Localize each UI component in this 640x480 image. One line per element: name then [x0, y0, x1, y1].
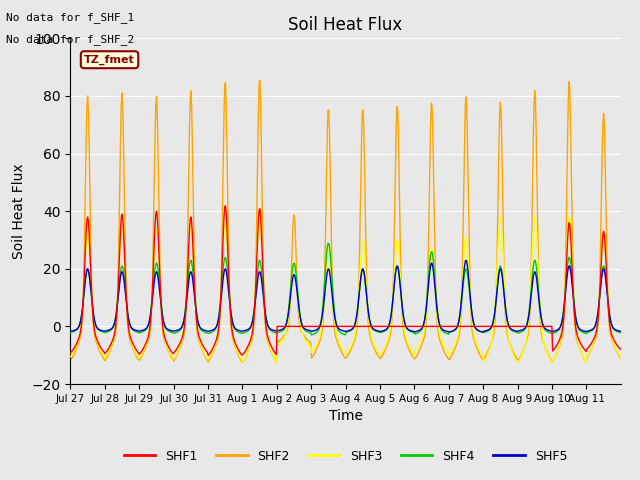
SHF1 [204, 353, 212, 359]
Text: No data for f_SHF_1: No data for f_SHF_1 [6, 12, 134, 23]
SHF5 [403, 324, 410, 330]
Line: SHF2: SHF2 [70, 80, 621, 362]
SHF1 [234, 346, 241, 351]
SHF5 [67, 328, 74, 334]
SHF3 [433, 313, 441, 319]
SHF5 [280, 325, 288, 331]
SHF3 [232, 345, 240, 351]
X-axis label: Time: Time [328, 409, 363, 423]
SHF1 [404, 324, 412, 329]
SHF4 [325, 240, 333, 246]
SHF1 [617, 347, 625, 352]
SHF1 [261, 310, 269, 316]
SHF4 [232, 328, 240, 334]
SHF5 [232, 326, 240, 332]
SHF3 [565, 214, 573, 220]
SHF1 [67, 350, 74, 356]
Line: SHF4: SHF4 [70, 243, 621, 335]
SHF3 [67, 354, 74, 360]
SHF5 [462, 257, 470, 263]
SHF1 [282, 324, 289, 329]
Line: SHF5: SHF5 [70, 260, 621, 332]
SHF2 [435, 332, 442, 338]
Title: Soil Heat Flux: Soil Heat Flux [289, 16, 403, 34]
Line: SHF1: SHF1 [70, 206, 621, 356]
SHF3 [280, 335, 288, 340]
SHF4 [260, 288, 268, 294]
Text: TZ_fmet: TZ_fmet [84, 55, 135, 65]
Legend: SHF1, SHF2, SHF3, SHF4, SHF5: SHF1, SHF2, SHF3, SHF4, SHF5 [119, 444, 572, 468]
SHF2 [617, 355, 625, 360]
Text: No data for f_SHF_2: No data for f_SHF_2 [6, 34, 134, 45]
SHF2 [131, 350, 139, 356]
SHF3 [131, 349, 139, 355]
SHF4 [404, 327, 412, 333]
SHF3 [260, 276, 268, 282]
SHF5 [433, 307, 441, 313]
SHF5 [131, 327, 139, 333]
SHF5 [479, 329, 487, 335]
SHF2 [232, 347, 240, 352]
SHF3 [403, 336, 410, 342]
Y-axis label: Soil Heat Flux: Soil Heat Flux [12, 163, 26, 259]
SHF5 [260, 295, 268, 300]
SHF1 [221, 203, 229, 209]
SHF3 [582, 360, 590, 365]
SHF2 [404, 343, 412, 349]
SHF1 [435, 324, 442, 329]
SHF2 [282, 331, 289, 336]
SHF4 [617, 330, 625, 336]
SHF2 [239, 360, 246, 365]
SHF4 [435, 316, 442, 322]
SHF5 [617, 328, 625, 334]
Line: SHF3: SHF3 [70, 217, 621, 362]
SHF4 [308, 332, 316, 338]
SHF2 [67, 358, 74, 363]
SHF2 [256, 77, 264, 83]
SHF2 [261, 315, 269, 321]
SHF4 [131, 328, 139, 334]
SHF4 [67, 329, 74, 335]
SHF3 [617, 354, 625, 360]
SHF1 [131, 345, 139, 351]
SHF4 [280, 326, 288, 332]
